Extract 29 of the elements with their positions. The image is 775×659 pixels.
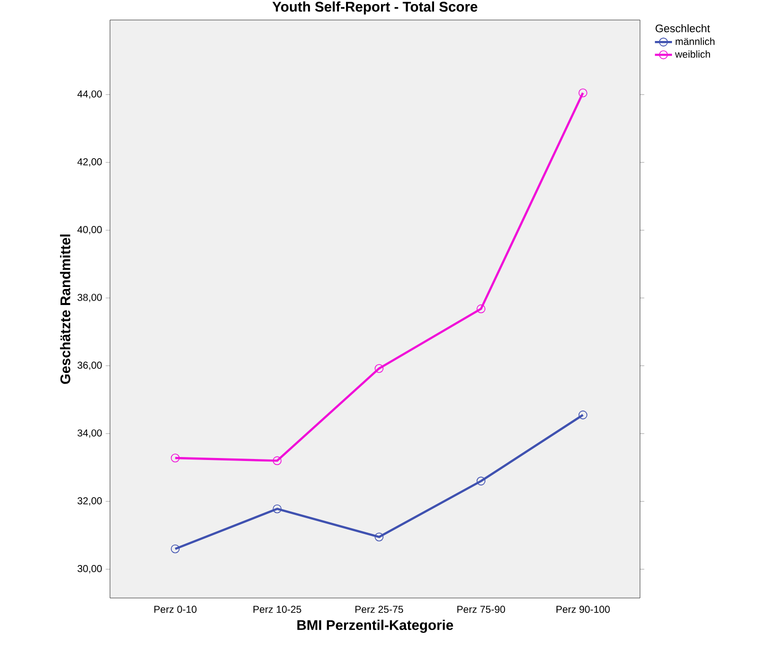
y-tick-label: 32,00 bbox=[78, 497, 102, 506]
x-tick-label: Perz 10-25 bbox=[254, 606, 302, 613]
y-tick-label: 38,00 bbox=[78, 294, 102, 302]
y-tick-label: 30,00 bbox=[78, 565, 102, 574]
y-tick-label: 42,00 bbox=[77, 158, 102, 167]
point bbox=[374, 532, 384, 542]
point bbox=[374, 364, 384, 373]
point bbox=[578, 88, 588, 98]
x-tick-label: Perz 90-100 bbox=[556, 606, 610, 613]
point bbox=[578, 410, 588, 420]
x-tick-label: Perz 75-90 bbox=[457, 606, 506, 613]
point bbox=[476, 476, 486, 486]
y-tick-label: 36,00 bbox=[78, 362, 102, 370]
point bbox=[170, 544, 180, 554]
point bbox=[476, 304, 486, 314]
y-tick-label: 40,00 bbox=[77, 226, 102, 234]
x-tick-label: Perz 0-10 bbox=[154, 606, 197, 613]
y-axis-title: Geschätzte Randmittel bbox=[60, 234, 70, 384]
point bbox=[272, 456, 282, 466]
y-tick-label: 44,00 bbox=[77, 90, 102, 99]
point bbox=[170, 454, 180, 462]
y-tick-label: 34,00 bbox=[78, 429, 102, 438]
chart-title: Youth Self-Report - Total Score bbox=[272, 1, 478, 14]
legend-label: weiblich bbox=[675, 50, 710, 58]
legend-title: Geschlecht bbox=[656, 24, 710, 32]
x-axis-title: BMI Perzentil-Kategorie bbox=[297, 620, 454, 633]
legend-label: männlich bbox=[676, 38, 714, 46]
point bbox=[272, 504, 282, 514]
x-tick-label: Perz 25-75 bbox=[355, 606, 404, 613]
